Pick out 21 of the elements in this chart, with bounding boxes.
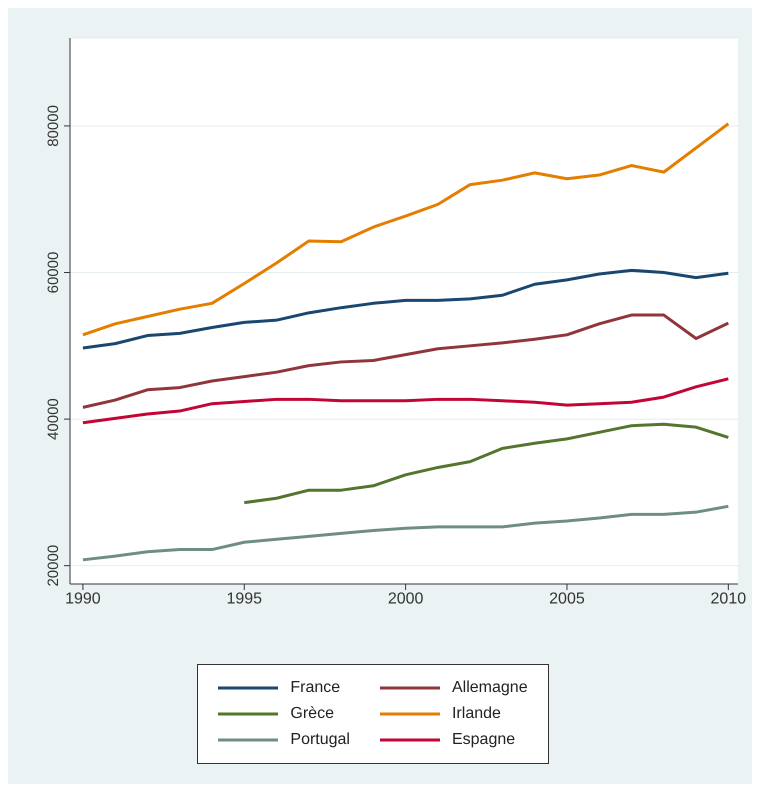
legend-label: Irlande <box>452 705 501 723</box>
x-tick-label: 1990 <box>65 590 101 608</box>
y-tick-label: 60000 <box>45 252 62 294</box>
line-series <box>81 377 730 424</box>
y-tick-label: 80000 <box>45 105 62 147</box>
x-tick-label: 2010 <box>710 590 746 608</box>
line-series <box>81 268 730 350</box>
legend-label: Portugal <box>290 731 350 749</box>
line-series <box>81 314 730 409</box>
y-tick-label: 20000 <box>45 544 62 587</box>
x-tick-label: 2005 <box>549 590 585 608</box>
x-tick-label: 2000 <box>388 590 424 608</box>
x-tick-label: 1995 <box>226 590 262 608</box>
line-series <box>242 422 730 504</box>
legend-label: France <box>290 679 340 697</box>
legend-label: Allemagne <box>452 679 528 697</box>
y-tick-label: 40000 <box>45 398 62 440</box>
line-series <box>81 122 730 336</box>
line-series <box>81 504 730 562</box>
legend-label: Grèce <box>290 705 334 723</box>
legend-label: Espagne <box>452 731 516 749</box>
